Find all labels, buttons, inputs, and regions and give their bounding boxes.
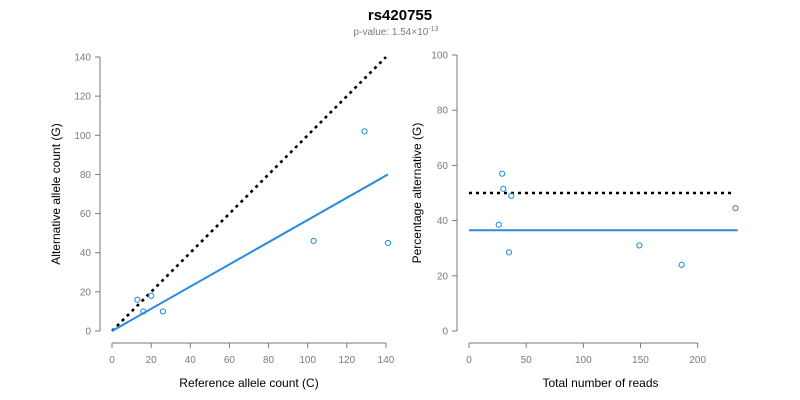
p-value-exponent: -13 (428, 26, 438, 33)
data-point (495, 221, 502, 228)
y-axis-label: Percentage alternative (G) (410, 123, 424, 264)
y-tick-label: 100 (74, 131, 91, 142)
x-tick-label: 50 (521, 355, 533, 366)
data-point (505, 249, 513, 256)
x-axis-label: Reference allele count (C) (179, 376, 318, 390)
data-point (508, 192, 515, 199)
data-point (134, 296, 141, 303)
x-tick-label: 200 (689, 355, 706, 366)
chart-title: rs420755 (368, 7, 432, 24)
y-tick-label: 20 (80, 287, 92, 298)
x-tick-label: 20 (146, 355, 158, 366)
x-tick-label: 100 (575, 355, 592, 366)
x-tick-label: 0 (109, 355, 115, 366)
y-tick-label: 60 (437, 161, 449, 172)
data-point (678, 261, 685, 268)
y-tick-label: 140 (74, 53, 91, 64)
p-value-label: p-value: 1.54×10-13 (354, 26, 439, 38)
y-tick-label: 60 (80, 209, 92, 220)
x-tick-label: 120 (339, 355, 356, 366)
y-axis-label: Alternative allele count (G) (49, 123, 63, 264)
x-tick-label: 80 (263, 355, 275, 366)
data-point (732, 205, 739, 212)
y-tick-label: 120 (74, 92, 91, 103)
data-point (636, 242, 643, 249)
x-axis-label: Total number of reads (542, 376, 658, 390)
x-tick-label: 40 (185, 355, 197, 366)
data-point (384, 239, 392, 247)
data-point (499, 170, 506, 177)
p-value-text: p-value: 1.54×10 (354, 27, 429, 38)
data-point (159, 308, 166, 315)
y-tick-label: 0 (442, 327, 448, 338)
y-tick-label: 100 (431, 51, 448, 62)
data-point (148, 292, 155, 299)
data-point (500, 185, 507, 192)
y-tick-label: 40 (437, 216, 449, 227)
x-tick-label: 140 (378, 355, 395, 366)
x-tick-label: 100 (299, 355, 316, 366)
data-point (361, 128, 368, 135)
y-tick-label: 80 (437, 106, 449, 117)
y-tick-label: 40 (80, 248, 92, 259)
y-tick-label: 20 (437, 271, 449, 282)
x-tick-label: 0 (466, 355, 472, 366)
data-point (140, 308, 147, 315)
percentage-alternative-scatter-panel: 0 20 40 60 80 100 0 50 100 150 200 Percentage alter… (410, 51, 739, 390)
y-tick-label: 0 (85, 327, 91, 338)
x-tick-label: 60 (224, 355, 236, 366)
reference-line (111, 56, 387, 332)
x-tick-label: 150 (632, 355, 649, 366)
allele-count-scatter-panel: 0 20 40 60 80 100 120 140 0 20 40 60 80 100 120 140 Alte… (49, 53, 395, 391)
y-tick-label: 80 (80, 170, 92, 181)
fit-line (111, 173, 389, 332)
data-point (310, 237, 317, 245)
